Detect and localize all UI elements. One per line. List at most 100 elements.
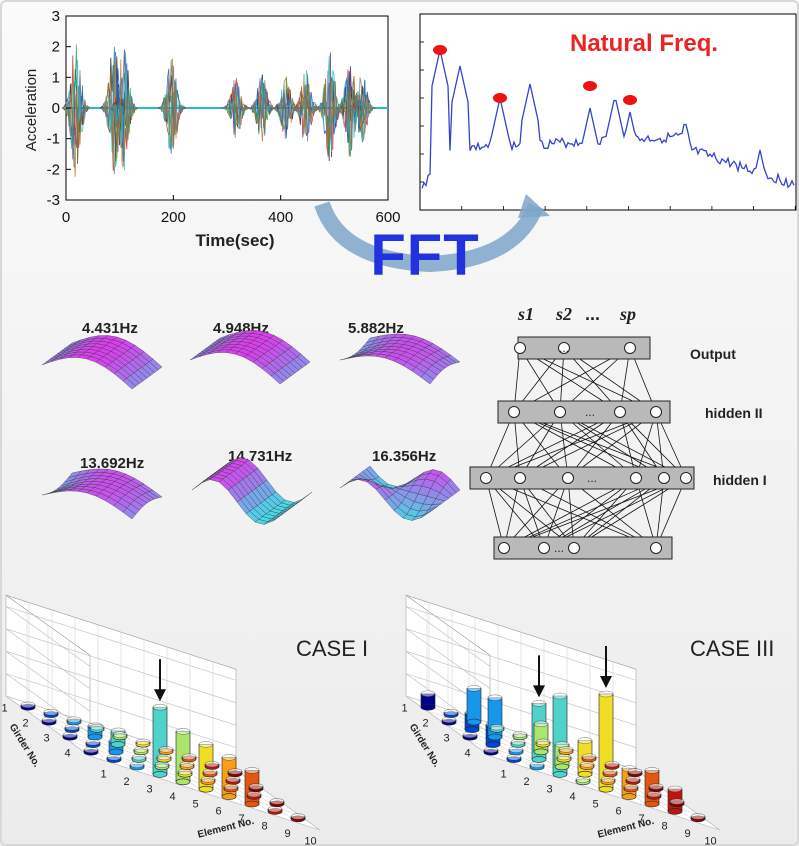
element-tick-label: 10: [704, 835, 716, 846]
damage-bar: [466, 685, 482, 726]
natural-frequency-marker: [493, 93, 507, 103]
mode-shape-surface: [191, 457, 313, 525]
element-tick-label: 6: [615, 806, 621, 818]
damage-bar: [200, 776, 216, 785]
x-tick-label: 400: [268, 209, 293, 226]
svg-text:...: ...: [587, 471, 597, 485]
case-3-label: CASE III: [690, 636, 775, 661]
element-tick-label: 4: [569, 791, 575, 803]
fft-label: FFT: [370, 223, 480, 288]
damage-bar: [177, 768, 193, 778]
girder-tick-label: 4: [64, 748, 70, 760]
svg-text:...: ...: [559, 341, 569, 355]
damage-bar: [290, 813, 306, 823]
damage-bar: [202, 768, 218, 778]
damage-bar: [556, 753, 572, 763]
damage-bar: [66, 716, 82, 726]
damage-bar: [508, 746, 524, 756]
element-tick-label: 8: [661, 821, 667, 833]
nn-layer-box: [497, 400, 671, 424]
element-tick-label: 2: [123, 776, 129, 788]
svg-text:...: ...: [585, 405, 595, 419]
element-tick-label: 2: [523, 776, 529, 788]
mode-freq-4: 13.692Hz: [80, 455, 145, 472]
damage-bar: [129, 761, 145, 771]
damage-bar: [602, 768, 618, 778]
element-tick-label: 10: [304, 835, 316, 846]
element-tick-label: 1: [100, 769, 106, 781]
element-tick-label: 8: [261, 821, 267, 833]
damage-bar: [441, 716, 457, 726]
mode-freq-3: 5.882Hz: [348, 320, 404, 337]
neural-network-diagram: ............: [469, 336, 695, 560]
damage-bar: [627, 768, 643, 778]
x-axis-ticks: 0 200 400 600: [62, 195, 400, 226]
y-tick-label: 2: [52, 39, 60, 56]
y-tick-label: 1: [52, 69, 60, 86]
damage-plot-case-3: 00.20.40.60.8123456789101234Damage Sever…: [400, 594, 721, 846]
damage-bar: [227, 768, 243, 778]
damage-bar: [483, 746, 499, 756]
damage-bar: [156, 753, 172, 763]
spectrum-plot: [419, 13, 797, 211]
mode-freq-6: 16.356Hz: [372, 448, 437, 465]
damage-bar: [131, 753, 147, 763]
nn-neuron: [514, 342, 526, 354]
nn-layer-output: Output: [690, 346, 736, 362]
damage-bar: [179, 761, 195, 770]
time-signal-plot: 3 2 1 0 -1 -2 -3 0 200 400 600 Acceleration Time(…: [23, 8, 400, 250]
nn-neuron: [558, 342, 570, 354]
girder-tick-label: 2: [22, 718, 28, 730]
element-tick-label: 9: [284, 828, 290, 840]
mode-freq-1: 4.431Hz: [82, 320, 138, 337]
damage-bar: [604, 760, 620, 770]
nn-neuron: [658, 472, 670, 484]
damage-bar: [690, 813, 706, 823]
damage-bar: [204, 760, 220, 770]
nn-neuron: [554, 406, 566, 418]
x-tick-label: 0: [62, 209, 70, 226]
damage-plot-case-1: 00.20.40.60.8123456789101234Damage Sever…: [0, 594, 321, 846]
natural-frequency-marker: [433, 45, 447, 55]
damage-bar: [575, 776, 591, 786]
damage-bar: [223, 783, 239, 793]
nn-neuron: [562, 472, 574, 484]
case-1-label: CASE I: [296, 636, 369, 661]
damage-bar: [600, 776, 616, 785]
girder-tick-label: 1: [401, 703, 407, 715]
damage-bar: [248, 783, 264, 793]
nn-layer-hidden-2: hidden II: [705, 405, 763, 421]
natural-frequency-marker: [623, 95, 637, 105]
girder-tick-label: 1: [1, 703, 7, 715]
x-axis-label: Element No.: [197, 816, 256, 841]
element-tick-label: 5: [592, 798, 598, 810]
x-axis-label: Time(sec): [195, 231, 274, 250]
svg-text:...: ...: [554, 541, 564, 555]
nn-output-s2: s2: [556, 304, 573, 324]
y-tick-label: -2: [47, 161, 60, 178]
nn-neuron: [630, 472, 642, 484]
damage-bar: [89, 723, 105, 733]
damage-bar: [558, 746, 574, 755]
nn-neuron: [650, 406, 662, 418]
damage-bar: [225, 775, 241, 785]
damage-bar: [43, 709, 59, 718]
mode-shape-surface: [41, 335, 163, 390]
nn-output-s1: s1: [518, 304, 535, 324]
nn-neuron: [514, 472, 526, 484]
damage-bar: [669, 798, 685, 808]
nn-neuron: [568, 542, 580, 554]
natural-frequency-markers: [433, 45, 637, 105]
element-tick-label: 3: [546, 784, 552, 796]
damage-bar: [112, 731, 128, 741]
nn-neuron: [480, 472, 492, 484]
x-tick-label: 600: [375, 209, 400, 226]
nn-neuron: [508, 406, 520, 418]
natural-freq-label: Natural Freq.: [570, 30, 719, 57]
y-axis-label: Acceleration: [23, 69, 40, 152]
natural-frequency-marker: [583, 81, 597, 91]
x-tick-label: 200: [161, 209, 186, 226]
mode-shape-surface: [339, 465, 461, 521]
girder-tick-label: 3: [43, 733, 49, 745]
y-axis-ticks: 3 2 1 0 -1 -2 -3: [47, 8, 71, 209]
